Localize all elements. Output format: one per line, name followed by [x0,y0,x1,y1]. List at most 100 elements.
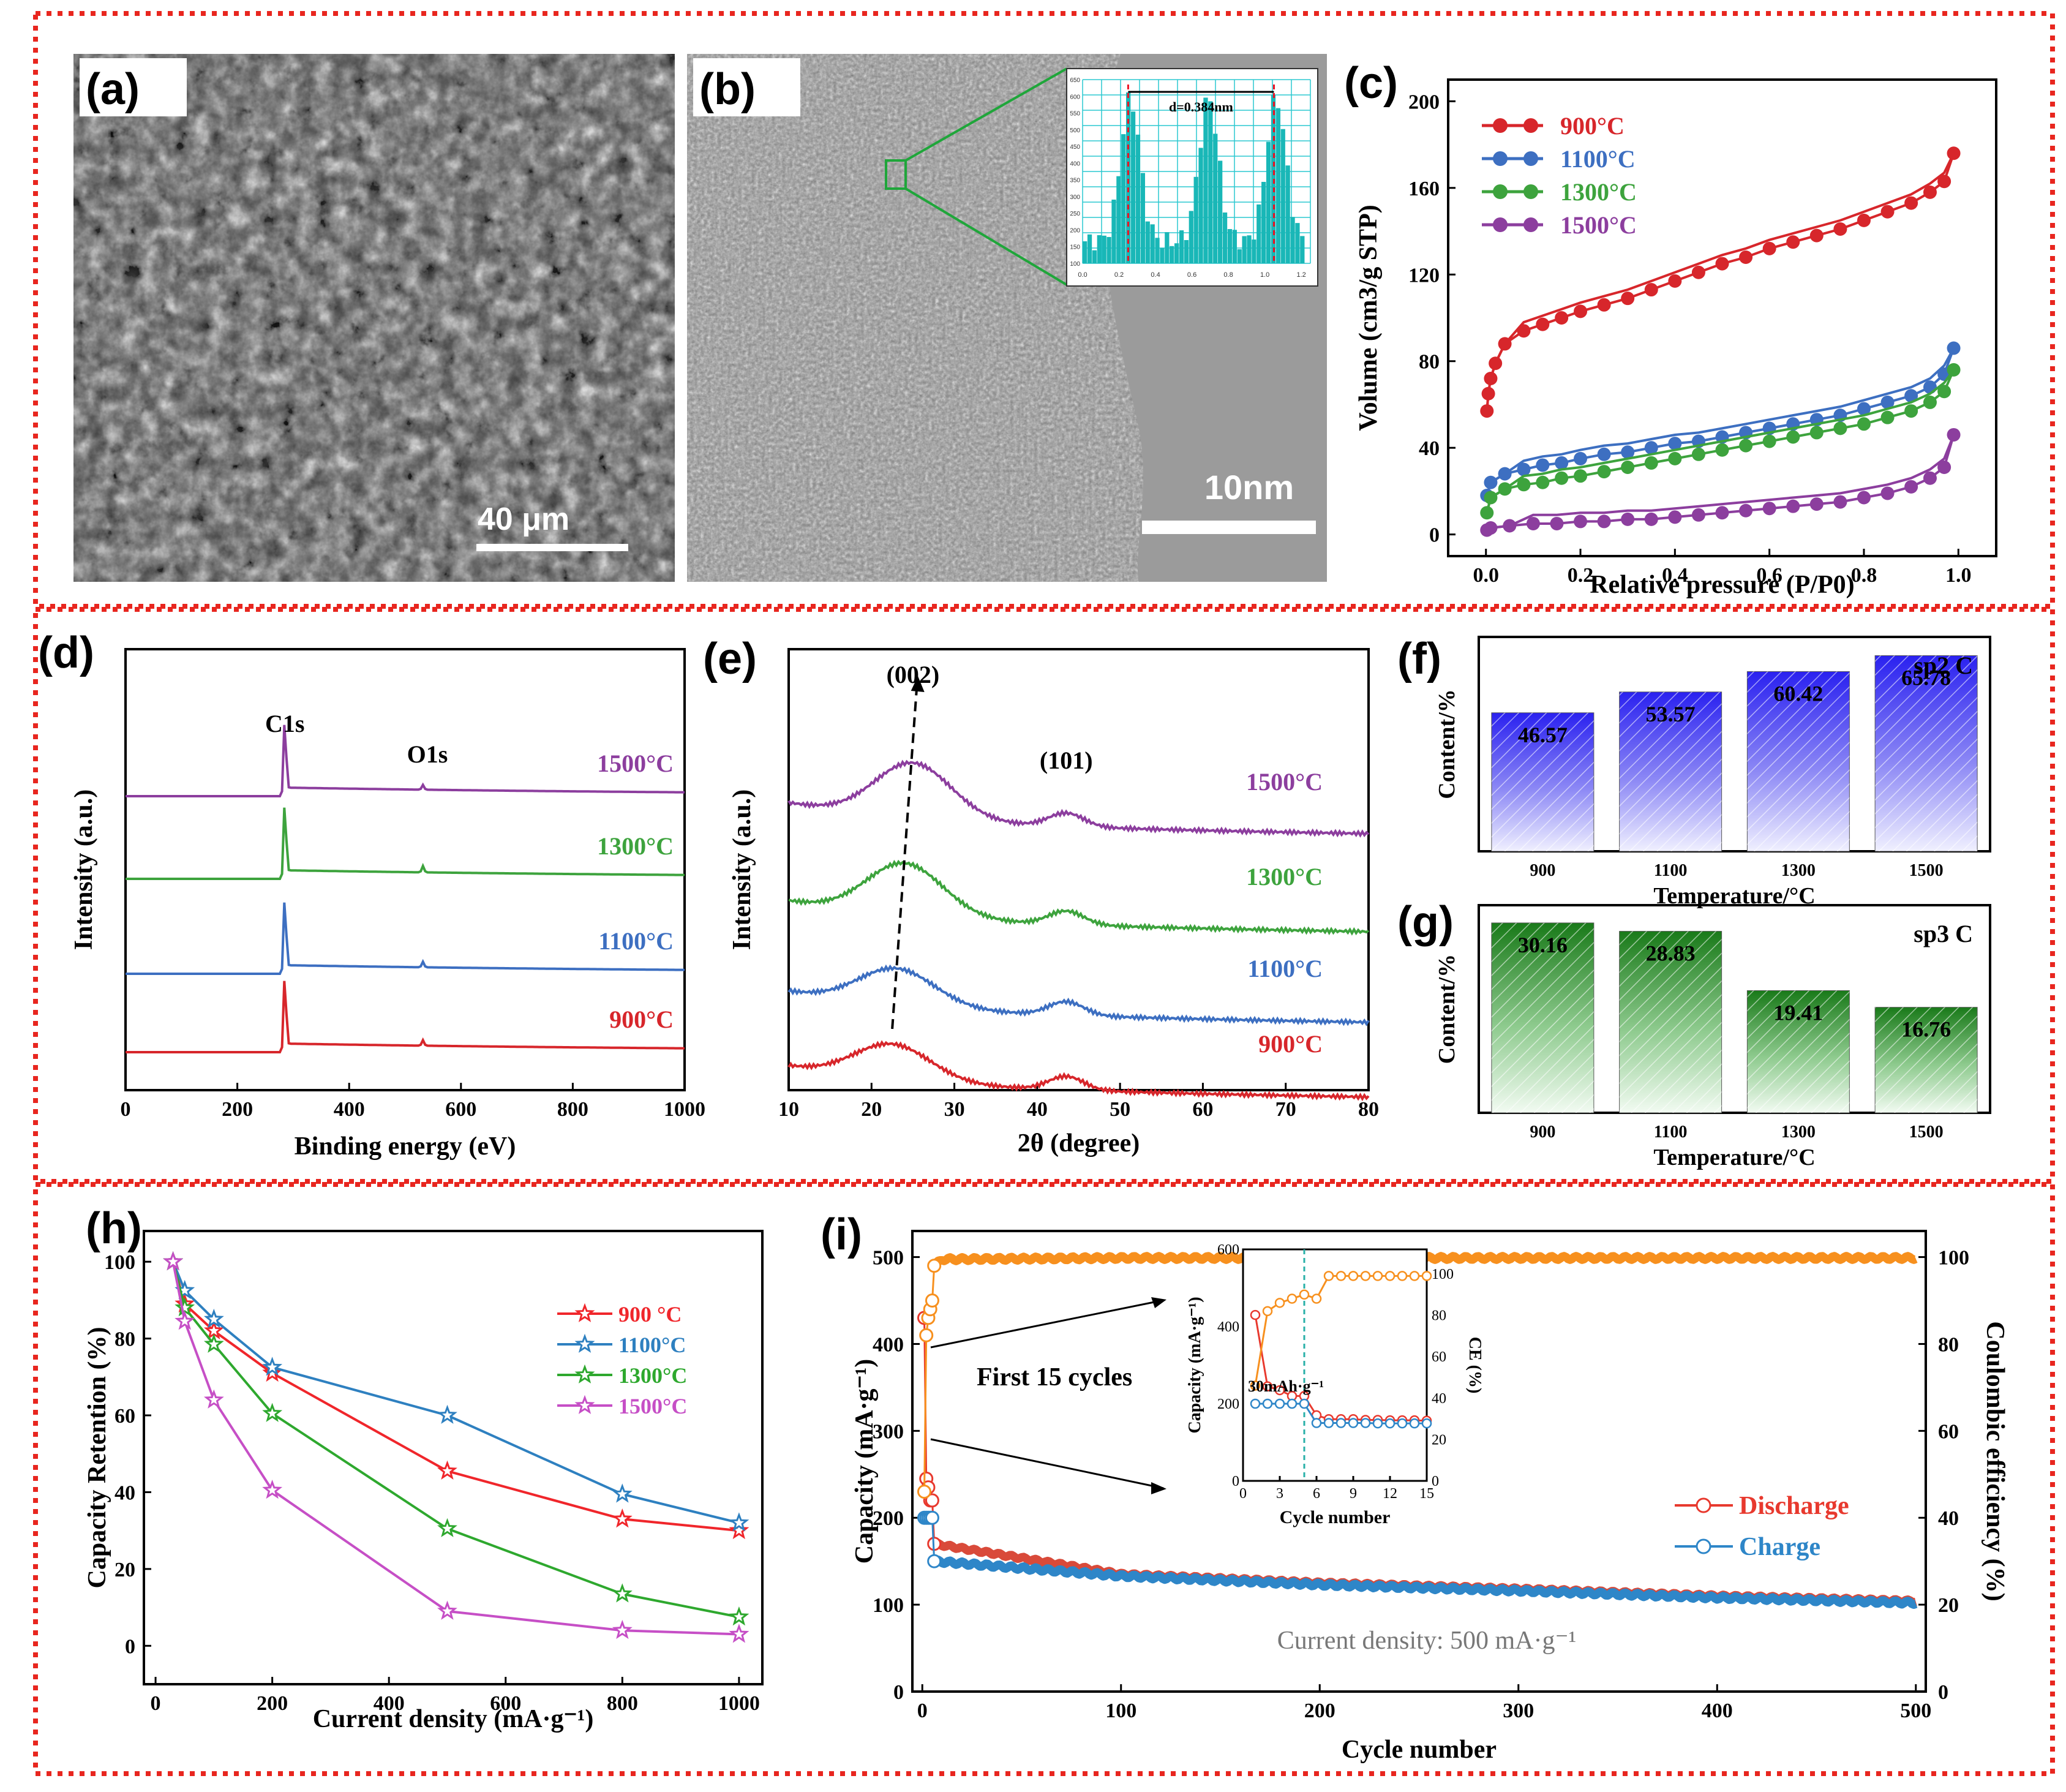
c-point [1517,324,1531,338]
panel-g-label: (g) [1397,898,1454,947]
d-series-label: 1300°C [597,832,674,860]
c-legend-label: 900°C [1560,112,1625,140]
inset-bar [1165,232,1170,263]
d-spectrum [126,981,685,1053]
h-point [612,1483,633,1503]
c-point [1923,185,1937,199]
inset-ytick-label: 350 [1070,178,1080,184]
i-inset-point [1250,1309,1261,1320]
i-arrow-head-up [1151,1297,1166,1308]
c-point [1597,298,1611,312]
c-point [1937,175,1951,189]
c-point [1480,404,1494,418]
e-pattern [787,1040,1370,1101]
g-bar-hatch [1619,931,1722,1113]
i-xtick-label: 100 [1105,1700,1136,1722]
i-early-point [927,1259,942,1273]
c-point [1904,196,1918,210]
c-point [1555,471,1569,485]
c-xtick-label: 0.6 [1756,564,1782,587]
sem-texture [73,54,675,582]
i-inset-point [1299,1289,1310,1300]
c-ytick-label: 160 [1408,178,1440,200]
h-legend-marker [574,1364,595,1384]
h-xtick-label: 400 [374,1692,405,1715]
i-legend-label: Charge [1739,1533,1820,1561]
g-bar-hatch [1875,1007,1978,1113]
c-point [1550,516,1564,530]
e-xtick-label: 70 [1275,1098,1296,1121]
inset-bar [1145,221,1150,263]
inset-ytick-label: 150 [1070,244,1080,251]
i-inset-point [1335,1418,1347,1428]
c-point [1923,395,1937,409]
inset-bar [1189,211,1193,263]
f-xtick-label: 900 [1530,861,1555,880]
inset-ytick-label: 100 [1070,261,1080,268]
e-xtick-label: 50 [1110,1098,1130,1121]
h-legend-label: 1300°C [618,1363,687,1388]
c-xtick-label: 0.2 [1568,564,1594,587]
c-point [1555,456,1569,470]
e-arrow-head [911,676,925,692]
i-inset-y2label: CE (%) [1465,1337,1484,1394]
xrd-chart: (e) 10 20 30 40 50 60 70 80 1500°C 1300°C 1100°C 90… [703,634,1379,1158]
i-ytick-label: 300 [873,1420,904,1443]
h-legend-marker [574,1395,595,1414]
c-point [1517,462,1531,476]
i-y2label: Coulombic efficiency (%) [1981,1321,2009,1601]
i-y2tick-label: 0 [1938,1681,1948,1704]
inset-bar [1290,217,1295,263]
c-point [1715,257,1729,271]
i-inset-point [1311,1293,1322,1304]
i-inset-point [1335,1271,1347,1281]
c-point [1597,447,1611,461]
i-ytick-label: 400 [873,1333,904,1356]
c-xtick-label: 1.0 [1945,564,1972,587]
inset-bar [1092,250,1097,263]
i-inset-point [1384,1271,1395,1281]
inset-xtick-label: 0.2 [1114,271,1124,279]
i-inset-ytick-label: 200 [1217,1396,1239,1412]
i-y2tick-label: 20 [1938,1594,1959,1617]
i-inset-point [1250,1380,1261,1391]
i-ylabel: Capacity (mA·g⁻¹) [851,1359,879,1564]
inset-bar [1155,238,1160,263]
i-current-density-note: Current density: 500 mA·g⁻¹ [1277,1627,1577,1655]
i-inset-y2tick-label: 0 [1432,1474,1439,1489]
d-xtick-label: 1000 [664,1098,705,1121]
h-point [262,1357,283,1376]
h-ytick-label: 60 [115,1405,135,1428]
inset-xtick-label: 1.0 [1260,271,1269,279]
sp2-bar-chart: (f) 46.57 900 53.57 1100 60.42 1300 65.78 1500 s… [1397,634,1991,909]
c-point [1809,497,1824,511]
g-plot-frame [1478,904,1991,1114]
c-xtick-label: 0.0 [1473,564,1499,587]
h-point [203,1333,224,1353]
h-point [729,1624,749,1643]
inset-bar [1252,239,1257,263]
c-ylabel: Volume (cm3/g STP) [1354,205,1383,431]
i-inset-y2tick-label: 100 [1432,1267,1454,1282]
f-bar-value: 60.42 [1773,682,1823,706]
g-bar-value: 16.76 [1901,1017,1951,1042]
i-plot-frame [911,1230,1927,1693]
inset-bar [1116,176,1121,263]
i-inset-ytick-label: 400 [1217,1319,1239,1335]
sp3-bar-chart: (g) 30.16 900 28.83 1100 19.41 1300 16.76 1500 s… [1397,898,1991,1170]
c-point [1644,441,1658,455]
inset-bar [1300,236,1305,263]
i-inset-point [1360,1418,1371,1428]
c-legend-label: 1500°C [1560,211,1637,239]
i-ytick-label: 0 [893,1681,904,1704]
d-spectrum [126,807,685,880]
inset-ytick-label: 450 [1070,144,1080,151]
c-point [1484,521,1498,535]
h-xlabel: Current density (mA·g⁻¹) [313,1705,594,1733]
i-inset-point [1397,1418,1408,1429]
h-xtick-label: 1000 [718,1692,760,1715]
c-point [1481,386,1495,401]
i-inset-point [1287,1398,1298,1409]
e-series-label: 900°C [1258,1030,1323,1058]
f-plot-frame [1478,636,1991,853]
